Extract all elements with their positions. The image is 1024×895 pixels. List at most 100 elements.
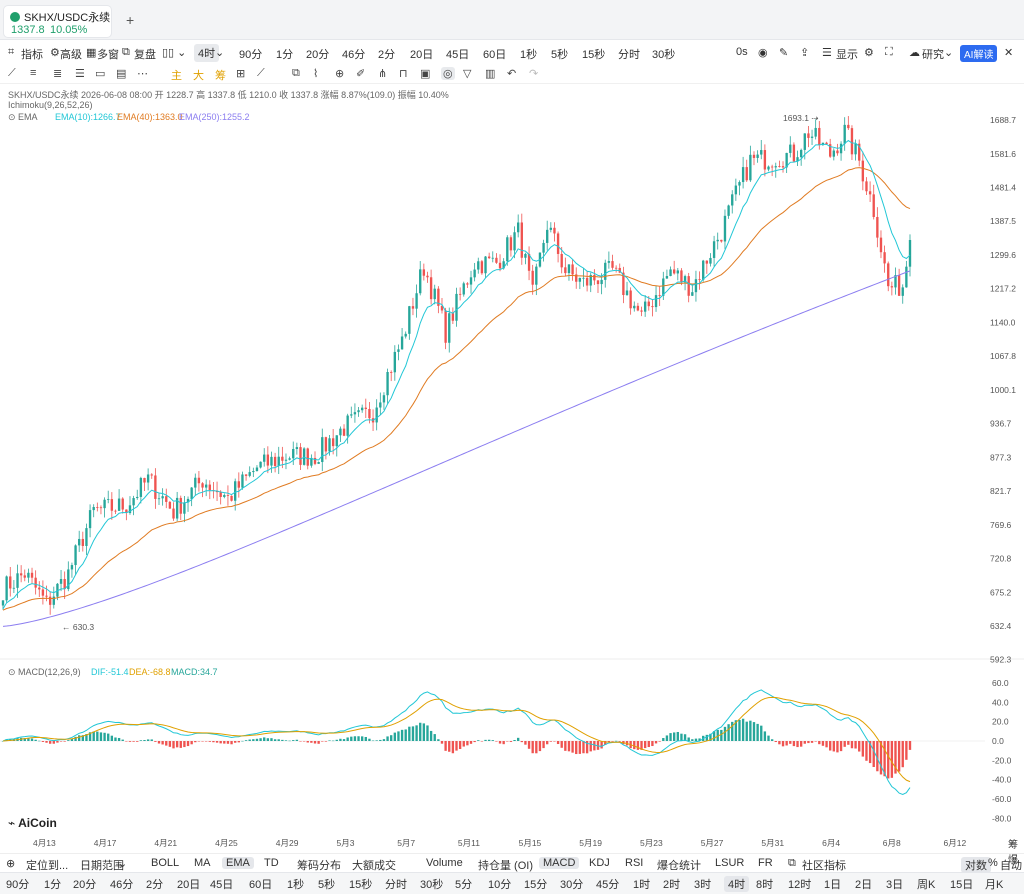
- display-icon[interactable]: ☰: [822, 47, 832, 59]
- interval-bottom-21[interactable]: 4时: [724, 876, 750, 892]
- settings-icon[interactable]: ⚙: [864, 47, 874, 59]
- replay-button[interactable]: 复盘: [134, 49, 156, 61]
- redo-icon[interactable]: ↷: [529, 68, 539, 80]
- interval-bottom-9[interactable]: 5秒: [318, 879, 336, 891]
- main-force-tool[interactable]: 主: [171, 70, 182, 82]
- date-range-button[interactable]: 日期范围: [80, 860, 124, 872]
- hline-tool-icon[interactable]: ≡: [30, 67, 37, 79]
- interval-15s[interactable]: 15秒: [582, 49, 606, 61]
- fib-tool-icon[interactable]: ☰: [75, 68, 85, 80]
- research-icon[interactable]: ☁: [909, 47, 920, 59]
- visibility-icon[interactable]: ▣: [420, 68, 431, 80]
- indicator-icon[interactable]: ⌗: [8, 46, 15, 58]
- interval-bottom-8[interactable]: 1秒: [287, 879, 305, 891]
- display-button[interactable]: 显示: [836, 49, 858, 61]
- chevron-down-icon[interactable]: ⌄: [118, 858, 128, 870]
- interval-46m[interactable]: 46分: [342, 49, 366, 61]
- kdj-button[interactable]: KDJ: [589, 857, 610, 869]
- interval-bottom-29[interactable]: 月K: [985, 879, 1004, 891]
- interval-2m[interactable]: 2分: [378, 49, 396, 61]
- interval-60d[interactable]: 60日: [483, 49, 507, 61]
- open-interest-button[interactable]: 持仓量 (OI): [478, 860, 533, 872]
- interval-20m[interactable]: 20分: [306, 49, 330, 61]
- interval-bottom-4[interactable]: 2分: [146, 879, 164, 891]
- add-tab-button[interactable]: +: [126, 12, 135, 28]
- ema-indicator-label[interactable]: ⊙ EMA: [8, 112, 38, 122]
- interval-20d[interactable]: 20日: [410, 49, 434, 61]
- log-scale-button[interactable]: 对数: [961, 857, 991, 873]
- interval-bottom-17[interactable]: 45分: [596, 879, 620, 891]
- price-chart[interactable]: 1688.7 1581.6 1481.4 1387.5 1299.6 1217.2 1140…: [0, 86, 1024, 853]
- candle-type-icon[interactable]: ▯▯ ⌄: [162, 47, 187, 59]
- liquidation-stats-button[interactable]: 爆仓统计: [657, 860, 701, 872]
- ma-button[interactable]: MA: [194, 857, 211, 869]
- locate-icon[interactable]: ⊕: [6, 858, 16, 870]
- interval-timeline[interactable]: 分时: [618, 49, 640, 61]
- interval-bottom-28[interactable]: 15日: [950, 879, 974, 891]
- interval-bottom-11[interactable]: 分时: [385, 879, 407, 891]
- interval-bottom-12[interactable]: 30秒: [420, 879, 444, 891]
- lsur-button[interactable]: LSUR: [715, 857, 745, 869]
- large-trades-button[interactable]: 大额成交: [352, 860, 396, 872]
- macd-label[interactable]: ⊙ MACD(12,26,9): [8, 667, 81, 677]
- interval-45d[interactable]: 45日: [446, 49, 470, 61]
- boll-button[interactable]: BOLL: [151, 857, 180, 869]
- advanced-button[interactable]: 高级: [60, 49, 82, 61]
- symbol-tab[interactable]: SKHX/USDC永续 1337.8 10.05%: [4, 6, 111, 37]
- interval-bottom-14[interactable]: 10分: [488, 879, 512, 891]
- trash-icon[interactable]: ▥: [485, 68, 496, 80]
- interval-30s[interactable]: 30秒: [652, 49, 676, 61]
- line-tool-icon[interactable]: ⟋: [8, 67, 16, 79]
- ichimoku-label[interactable]: Ichimoku(9,26,52,26): [8, 100, 93, 110]
- rsi-button[interactable]: RSI: [625, 857, 644, 869]
- brush-icon[interactable]: ✐: [356, 68, 366, 80]
- interval-bottom-20[interactable]: 3时: [694, 879, 712, 891]
- share-icon[interactable]: ⇪: [800, 47, 810, 59]
- interval-bottom-25[interactable]: 2日: [855, 879, 873, 891]
- interval-1m[interactable]: 1分: [276, 49, 294, 61]
- multi-window-icon[interactable]: ▦: [86, 47, 97, 59]
- td-button[interactable]: TD: [264, 857, 279, 869]
- camera-icon[interactable]: ◉: [758, 47, 768, 59]
- interval-bottom-1[interactable]: 1分: [44, 879, 62, 891]
- auto-scale-button[interactable]: 自动: [1000, 860, 1022, 872]
- interval-bottom-6[interactable]: 45日: [210, 879, 234, 891]
- eraser-icon[interactable]: ⟋: [257, 67, 265, 79]
- copy-icon[interactable]: ⧉: [292, 67, 300, 79]
- text-tool-icon[interactable]: ▤: [116, 68, 127, 80]
- interval-5s[interactable]: 5秒: [551, 49, 569, 61]
- ruler-icon[interactable]: ⌇: [313, 68, 319, 80]
- sync-icon[interactable]: ◎: [441, 67, 455, 80]
- interval-4h[interactable]: 4时: [194, 44, 220, 62]
- research-button[interactable]: 研究: [922, 49, 944, 61]
- interval-bottom-5[interactable]: 20日: [177, 879, 201, 891]
- interval-bottom-24[interactable]: 1日: [824, 879, 842, 891]
- liquidation-side-button[interactable]: 爆: [1008, 855, 1018, 866]
- magnet-icon[interactable]: ⋔: [378, 68, 388, 80]
- interval-bottom-27[interactable]: 周K: [917, 879, 936, 891]
- volume-button[interactable]: Volume: [426, 857, 463, 869]
- interval-bottom-19[interactable]: 2时: [663, 879, 681, 891]
- interval-bottom-7[interactable]: 60日: [249, 879, 273, 891]
- measure-icon[interactable]: ⊞: [236, 68, 246, 80]
- interval-bottom-22[interactable]: 8时: [756, 879, 774, 891]
- fullscreen-icon[interactable]: ⛶: [885, 46, 893, 58]
- zoom-icon[interactable]: ⊕: [335, 68, 345, 80]
- chip-side-button[interactable]: 筹: [1008, 840, 1018, 851]
- interval-bottom-16[interactable]: 30分: [560, 879, 584, 891]
- interval-bottom-18[interactable]: 1时: [633, 879, 651, 891]
- interval-1s[interactable]: 1秒: [520, 49, 538, 61]
- macd-button[interactable]: MACD: [539, 857, 580, 869]
- locate-button[interactable]: 定位到...: [26, 860, 69, 872]
- chevron-down-icon[interactable]: ⌄: [215, 47, 225, 59]
- interval-bottom-23[interactable]: 12时: [788, 879, 812, 891]
- replay-icon[interactable]: ⧉: [122, 46, 130, 58]
- percent-scale-button[interactable]: %: [988, 857, 998, 869]
- community-icon[interactable]: ⧉: [788, 857, 796, 869]
- more-tools-icon[interactable]: ⋯: [137, 68, 148, 80]
- multi-window-button[interactable]: 多窗: [97, 49, 119, 61]
- interval-bottom-2[interactable]: 20分: [73, 879, 97, 891]
- interval-90m[interactable]: 90分: [239, 49, 263, 61]
- channel-tool-icon[interactable]: ≣: [53, 68, 63, 80]
- interval-bottom-13[interactable]: 5分: [455, 879, 473, 891]
